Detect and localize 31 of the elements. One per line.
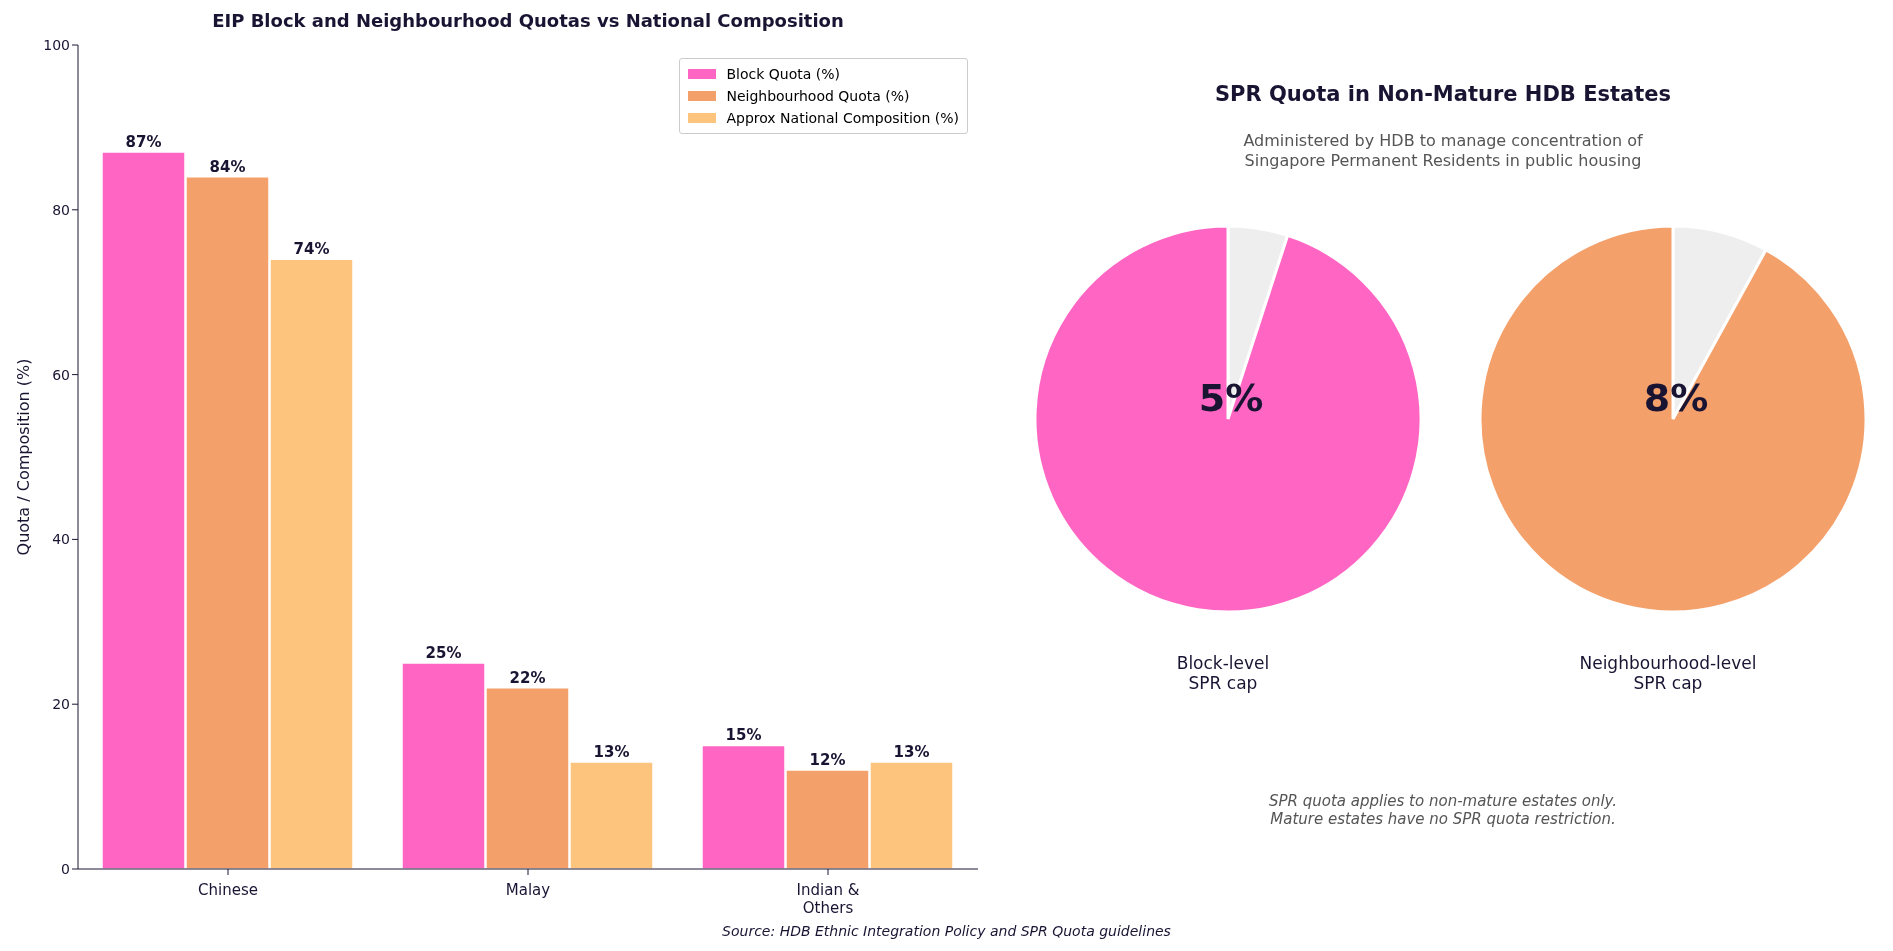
y-tick-label: 100	[43, 36, 70, 53]
y-tick-label: 0	[61, 860, 70, 877]
data-label: 84%	[209, 157, 246, 176]
data-label: 22%	[509, 668, 546, 687]
data-label: 25%	[425, 644, 462, 662]
legend-label: Block Quota (%)	[726, 65, 840, 84]
legend-label: Approx National Composition (%)	[726, 109, 959, 128]
chart-subtitle: Administered by HDB to manage concentration of Singapore Permanent Residents in public housing	[1242, 131, 1644, 171]
data-label: 15%	[725, 726, 762, 745]
data-label: 13%	[593, 742, 630, 761]
pie-slice	[1033, 224, 1423, 614]
y-axis-title: Quota / Composition (%)	[13, 358, 33, 556]
y-tick-label: 20	[52, 696, 70, 713]
chart-title: SPR Quota in Non-Mature HDB Estates	[1214, 82, 1672, 106]
legend-label: Neighbourhood Quota (%)	[726, 87, 910, 106]
x-tick-label: Chinese	[198, 881, 258, 899]
y-tick-label: 40	[52, 531, 70, 548]
data-label: 12%	[809, 751, 846, 770]
y-tick-label: 80	[52, 201, 70, 218]
text: Neighbourhood-level SPR cap	[1578, 653, 1758, 693]
pie-slice	[1478, 224, 1868, 614]
text: Block-level SPR cap	[1175, 653, 1271, 693]
data-label: 13%	[893, 742, 930, 761]
source-note: Source: HDB Ethnic Integration Policy and SPR Quota guidelines	[721, 923, 1172, 939]
data-label: 87%	[125, 133, 162, 152]
y-tick-label: 60	[52, 366, 70, 383]
x-tick-label: Malay	[505, 881, 551, 899]
text: SPR quota applies to non-mature estates only. Mature estates have no SPR quota restriction.	[1267, 792, 1619, 828]
x-tick-label: Indian & Others	[796, 881, 860, 917]
chart-title: EIP Block and Neighbourhood Quotas vs National Composition	[211, 10, 845, 31]
data-label: 74%	[293, 240, 330, 259]
